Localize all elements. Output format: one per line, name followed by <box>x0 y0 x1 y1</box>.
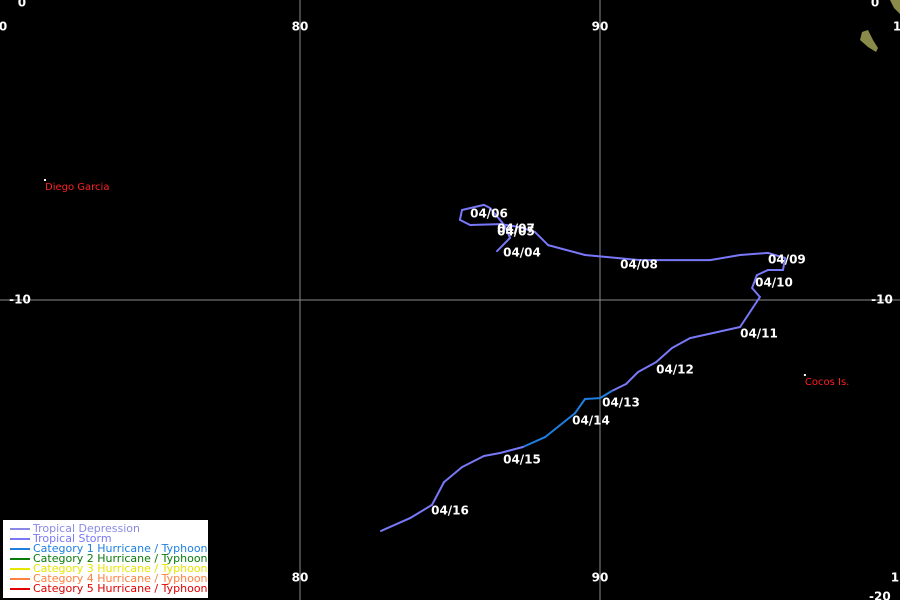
parallel-label: -10 <box>9 293 31 307</box>
track-segment <box>409 503 433 520</box>
date-label: 04/15 <box>503 452 541 466</box>
date-label: 04/04 <box>503 245 541 259</box>
track-segment <box>751 274 758 289</box>
legend-label: Tropical Depression <box>32 522 140 535</box>
track-segment <box>496 236 511 253</box>
date-label: 04/11 <box>740 326 778 340</box>
legend-box <box>3 520 208 598</box>
track-segment <box>458 218 472 226</box>
track-segment <box>544 412 577 439</box>
date-label: 04/06 <box>470 206 508 220</box>
place-label: Cocos Is. <box>805 377 849 388</box>
track-segment <box>671 337 691 349</box>
track-segment <box>461 455 485 469</box>
track-segment <box>461 203 485 211</box>
track-segment <box>518 226 536 233</box>
edge-label: 0 <box>0 20 7 34</box>
track-segment <box>611 383 628 392</box>
legend-label: Category 4 Hurricane / Typhoon <box>33 572 208 585</box>
legend-label: Category 3 Hurricane / Typhoon <box>33 562 208 575</box>
island <box>890 0 900 14</box>
date-label: 04/05 <box>497 224 535 238</box>
place-label: Diego Garcia <box>45 182 109 193</box>
edge-label: 1 <box>891 571 899 585</box>
track-segment <box>521 436 547 448</box>
track-segment <box>443 466 463 484</box>
track-segment <box>431 481 445 506</box>
track-segment <box>637 361 658 373</box>
edge-label: 0 <box>871 0 879 10</box>
island <box>860 30 878 52</box>
date-label: 04/13 <box>602 395 640 409</box>
track-segment <box>380 517 412 532</box>
track-segment <box>584 397 601 400</box>
track-segment <box>533 230 550 247</box>
track-segment <box>709 254 742 262</box>
track-segment <box>469 223 502 226</box>
place-dot <box>803 374 806 376</box>
track-segment <box>503 224 511 239</box>
legend-label: Tropical Storm <box>32 532 112 545</box>
place-dot <box>44 179 46 181</box>
track-segment <box>689 326 742 340</box>
parallel-label: -10 <box>871 293 893 307</box>
legend-label: Category 2 Hurricane / Typhoon <box>33 552 208 565</box>
meridian-label: 80 <box>292 571 309 585</box>
track-segment <box>751 287 761 298</box>
date-label: 04/12 <box>656 362 694 376</box>
track-segment <box>482 452 502 457</box>
legend-label: Category 5 Hurricane / Typhoon <box>33 582 208 595</box>
date-label: 04/07 <box>497 221 535 235</box>
track-segment <box>584 254 641 262</box>
track-segment <box>782 257 787 271</box>
edge-label: 0 <box>18 0 26 10</box>
date-label: 04/16 <box>431 503 469 517</box>
legend-label: Category 1 Hurricane / Typhoon <box>33 542 208 555</box>
date-label: 04/09 <box>768 253 806 267</box>
track-segment <box>767 251 787 259</box>
date-label: 04/08 <box>620 257 658 271</box>
meridian-label: 90 <box>592 20 609 34</box>
date-label: 04/10 <box>755 275 793 289</box>
track-segment <box>482 203 491 209</box>
track-segment <box>499 223 521 229</box>
track-segment <box>547 244 586 256</box>
track-segment <box>458 209 463 221</box>
track-segment <box>625 371 640 385</box>
track-segment <box>599 389 613 400</box>
track-segment <box>488 206 506 227</box>
track-segment <box>574 398 586 415</box>
track-segment <box>755 269 769 277</box>
track-segment <box>739 251 769 256</box>
edge-label: 1 <box>893 20 900 34</box>
edge-label: -20 <box>869 590 891 600</box>
track-segment <box>499 446 524 454</box>
date-label: 04/14 <box>572 413 610 427</box>
track-segment <box>739 296 761 328</box>
track-segment <box>655 347 673 364</box>
meridian-label: 80 <box>292 20 309 34</box>
meridian-label: 90 <box>592 571 609 585</box>
